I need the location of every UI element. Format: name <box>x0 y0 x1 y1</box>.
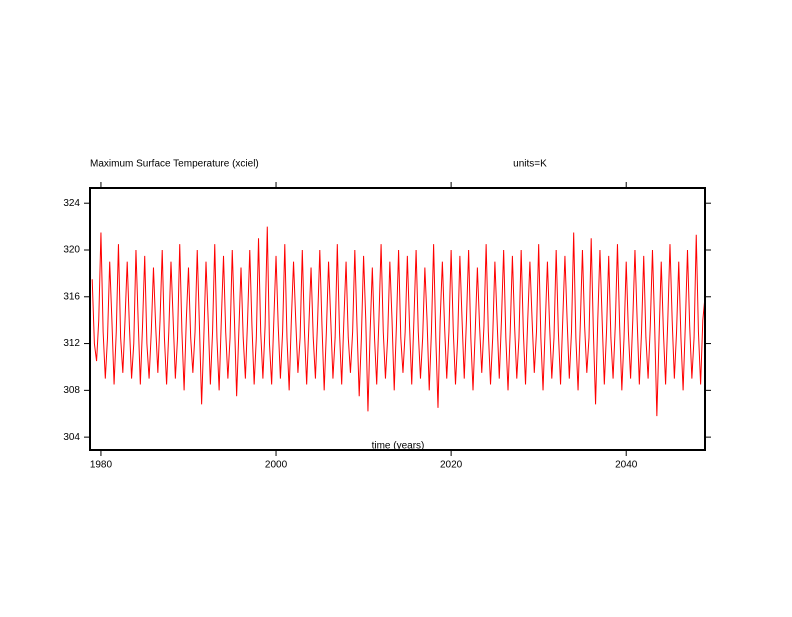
plot-frame <box>89 187 706 451</box>
y-tick-label: 320 <box>63 245 80 256</box>
x-tick-label: 1980 <box>90 460 113 471</box>
x-axis-label: time (years) <box>372 441 425 452</box>
y-tick-label: 308 <box>63 385 80 396</box>
x-tick-label: 2020 <box>440 460 463 471</box>
x-tick-label: 2000 <box>265 460 288 471</box>
data-line <box>91 226 706 417</box>
y-tick-label: 316 <box>63 291 80 302</box>
units-label: units=K <box>513 159 547 170</box>
y-tick-label: 304 <box>63 432 80 443</box>
x-tick-label: 2040 <box>615 460 638 471</box>
y-tick-label: 312 <box>63 338 80 349</box>
chart-title: Maximum Surface Temperature (xciel) <box>90 159 259 170</box>
y-tick-label: 324 <box>63 198 80 209</box>
